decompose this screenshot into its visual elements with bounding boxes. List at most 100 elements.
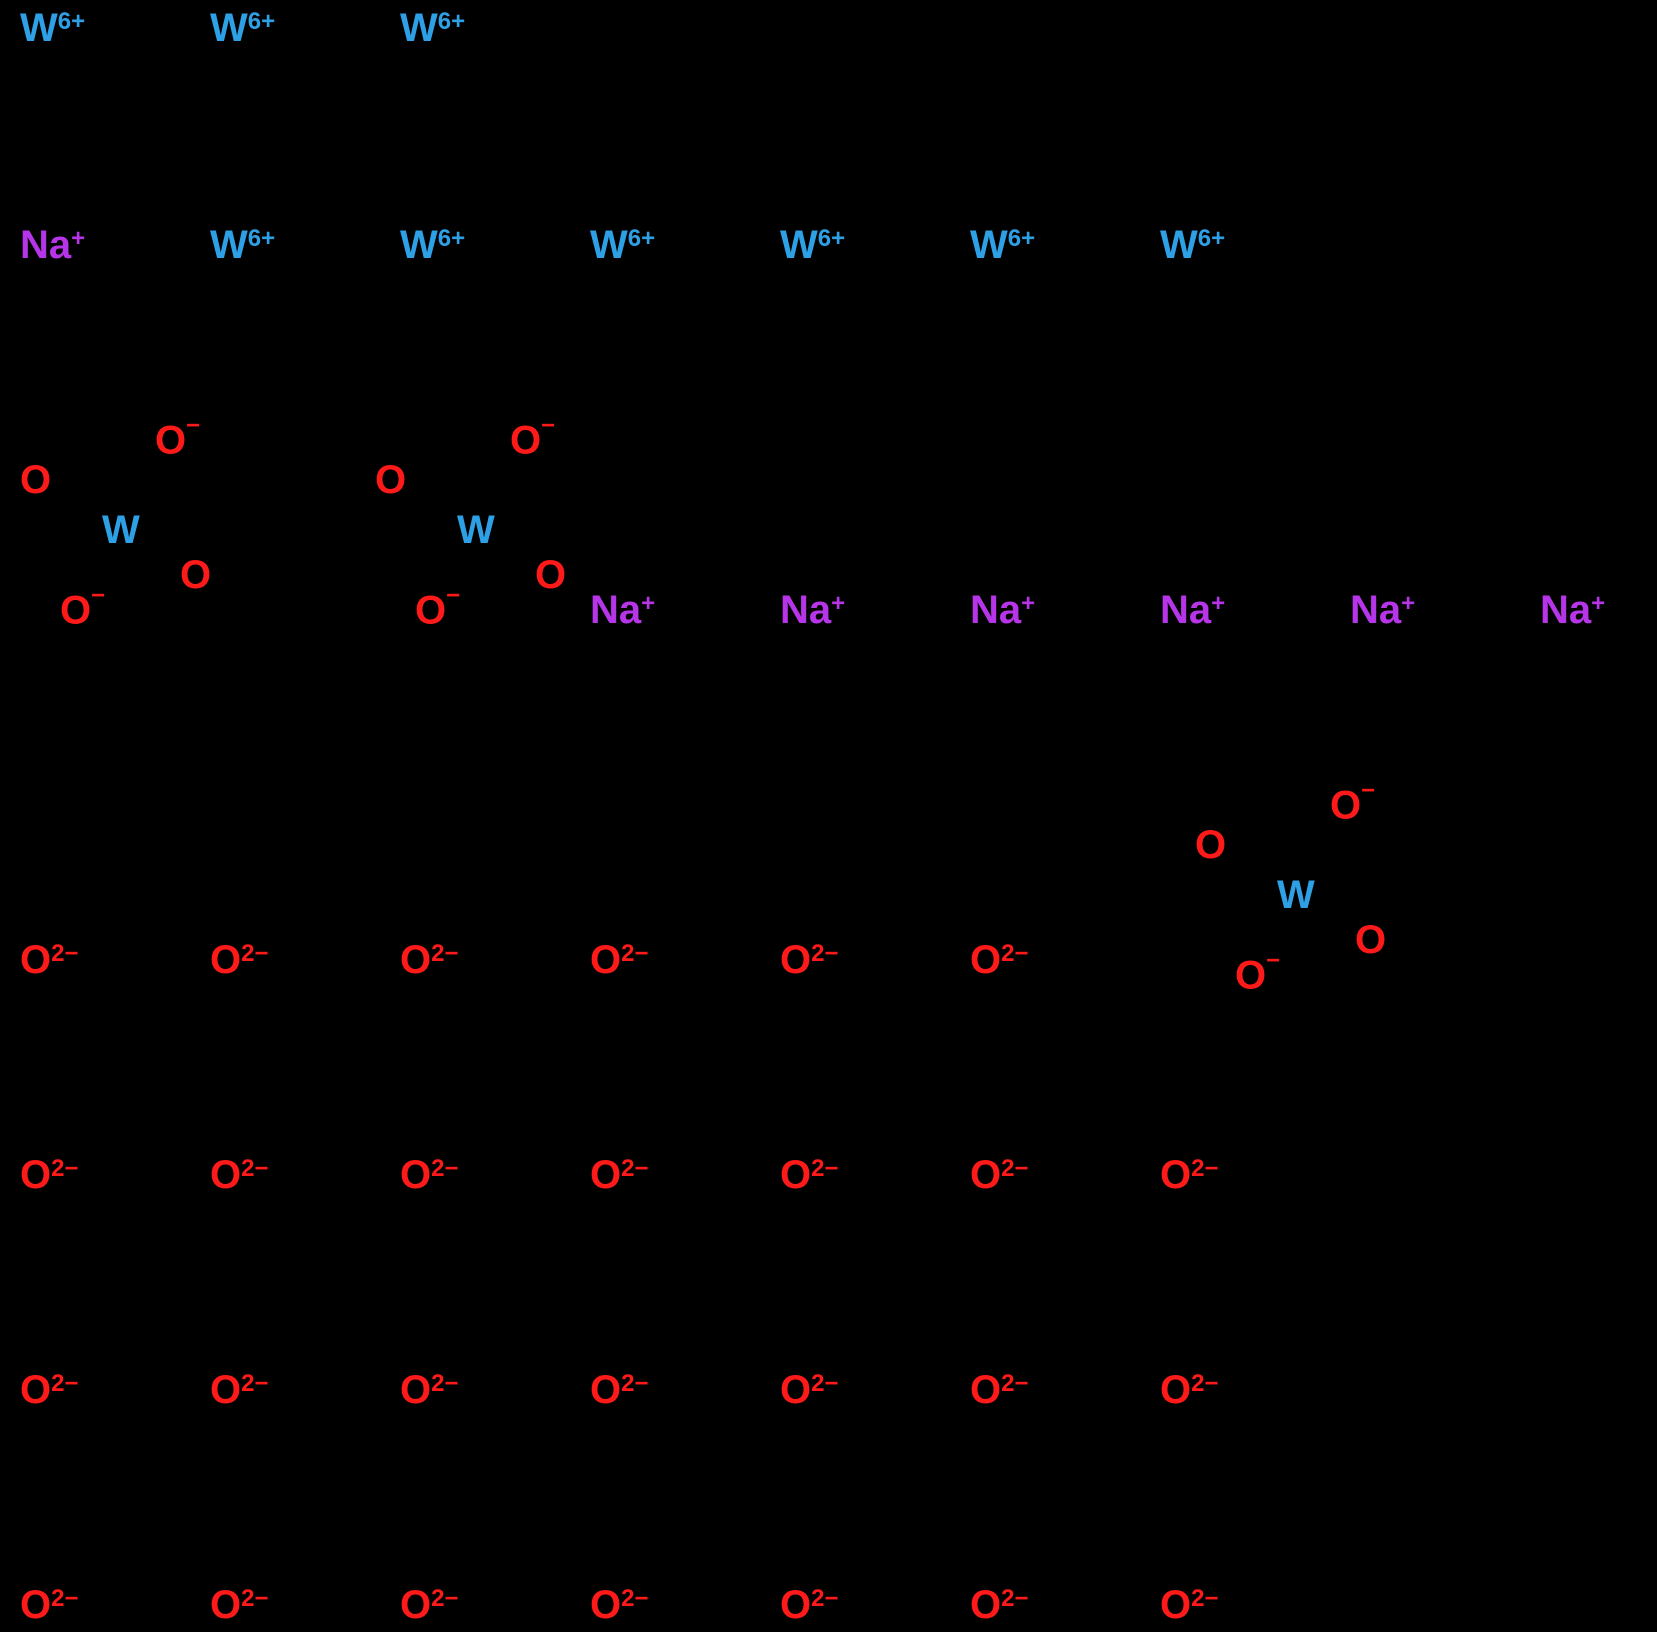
ion-charge: 2− [431, 1370, 458, 1397]
atom-O_tl: O [1195, 825, 1226, 865]
ion-symbol: O [780, 938, 811, 982]
ion-charge: 2− [431, 940, 458, 967]
ion-O2: O2− [780, 1370, 839, 1410]
ion-O2: O2− [1160, 1370, 1219, 1410]
ion-charge: + [1021, 590, 1035, 617]
tungstate-complex: WOO−OO− [1185, 780, 1465, 990]
ion-symbol: O [210, 1368, 241, 1412]
ion-O2: O2− [210, 1585, 269, 1625]
ion-W6: W6+ [20, 8, 85, 48]
atom-O_bl: O− [1235, 955, 1280, 995]
ion-O2: O2− [590, 1585, 649, 1625]
ion-charge: 2− [1191, 1370, 1218, 1397]
atom-W: W [102, 510, 140, 550]
atom-O_br: O [180, 555, 211, 595]
ion-symbol: O [970, 938, 1001, 982]
bond-layer [10, 415, 290, 625]
ion-symbol: O [1160, 1583, 1191, 1627]
ion-O2: O2− [970, 1585, 1029, 1625]
ion-symbol: O [1160, 1153, 1191, 1197]
ion-symbol: Na [1160, 588, 1211, 632]
ion-Na: Na+ [1160, 590, 1225, 630]
ion-charge: 2− [241, 1370, 268, 1397]
bond-layer [365, 415, 645, 625]
ion-Na: Na+ [1350, 590, 1415, 630]
ion-charge: + [1211, 590, 1225, 617]
ion-charge: 2− [51, 940, 78, 967]
atom-O_bl: O− [415, 590, 460, 630]
ion-charge: 2− [241, 940, 268, 967]
ion-symbol: Na [20, 223, 71, 267]
ion-symbol: W [780, 223, 818, 267]
ion-symbol: O [590, 1583, 621, 1627]
ion-symbol: O [210, 1153, 241, 1197]
atom-charge: − [541, 412, 555, 439]
ion-symbol: O [1160, 1368, 1191, 1412]
ion-O2: O2− [20, 1155, 79, 1195]
ion-charge: 2− [1001, 1370, 1028, 1397]
ion-Na: Na+ [20, 225, 85, 265]
ion-O2: O2− [1160, 1155, 1219, 1195]
ion-W6: W6+ [590, 225, 655, 265]
ion-charge: 6+ [58, 8, 85, 35]
ion-W6: W6+ [400, 8, 465, 48]
ion-charge: 2− [621, 1370, 648, 1397]
ion-symbol: O [20, 1153, 51, 1197]
ion-W6: W6+ [970, 225, 1035, 265]
ion-charge: 2− [811, 1155, 838, 1182]
ion-charge: 2− [621, 1155, 648, 1182]
ion-charge: 2− [811, 940, 838, 967]
ion-W6: W6+ [400, 225, 465, 265]
atom-O_tl: O [20, 460, 51, 500]
ion-charge: 2− [621, 1585, 648, 1612]
ion-charge: 2− [51, 1155, 78, 1182]
atom-charge: − [186, 412, 200, 439]
ion-Na: Na+ [780, 590, 845, 630]
ion-W6: W6+ [780, 225, 845, 265]
atom-charge: − [446, 582, 460, 609]
atom-O_tr: O− [155, 420, 200, 460]
ion-W6: W6+ [210, 8, 275, 48]
ion-charge: 6+ [1008, 225, 1035, 252]
ion-charge: 2− [1001, 1585, 1028, 1612]
atom-W: W [457, 510, 495, 550]
ion-O2: O2− [400, 1370, 459, 1410]
atom-charge: − [1266, 947, 1280, 974]
ion-charge: 2− [1191, 1155, 1218, 1182]
ion-W6: W6+ [210, 225, 275, 265]
ion-symbol: O [400, 1153, 431, 1197]
ion-charge: + [1591, 590, 1605, 617]
ion-symbol: O [590, 1368, 621, 1412]
ion-O2: O2− [970, 1155, 1029, 1195]
tungstate-complex: WOO−OO− [10, 415, 290, 625]
ion-O2: O2− [780, 1155, 839, 1195]
ion-charge: 2− [51, 1370, 78, 1397]
ion-charge: 6+ [248, 225, 275, 252]
atom-O_bl: O− [60, 590, 105, 630]
ion-charge: 2− [241, 1155, 268, 1182]
ion-Na: Na+ [1540, 590, 1605, 630]
ion-charge: 2− [811, 1585, 838, 1612]
ion-Na: Na+ [970, 590, 1035, 630]
ion-symbol: O [970, 1368, 1001, 1412]
ion-symbol: O [590, 1153, 621, 1197]
ion-charge: 2− [241, 1585, 268, 1612]
ion-symbol: W [970, 223, 1008, 267]
ion-symbol: O [400, 938, 431, 982]
ion-O2: O2− [590, 1155, 649, 1195]
ion-symbol: O [400, 1368, 431, 1412]
ion-charge: + [71, 225, 85, 252]
ion-O2: O2− [780, 940, 839, 980]
ion-symbol: Na [780, 588, 831, 632]
ion-charge: + [1401, 590, 1415, 617]
atom-O_tr: O− [510, 420, 555, 460]
ion-symbol: O [970, 1583, 1001, 1627]
ion-symbol: W [1160, 223, 1198, 267]
ion-charge: 2− [51, 1585, 78, 1612]
ion-symbol: O [400, 1583, 431, 1627]
ion-W6: W6+ [1160, 225, 1225, 265]
ion-symbol: O [780, 1583, 811, 1627]
ion-O2: O2− [20, 1585, 79, 1625]
ion-symbol: W [400, 223, 438, 267]
ion-symbol: O [210, 938, 241, 982]
